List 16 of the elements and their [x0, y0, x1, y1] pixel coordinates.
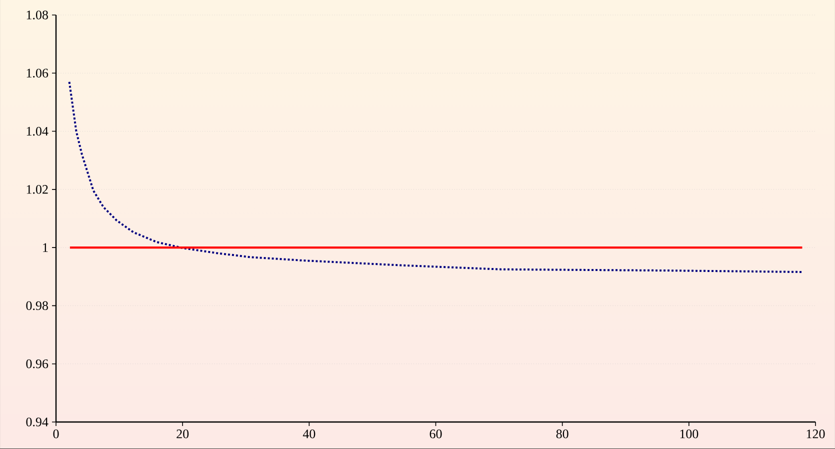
y-tick-label: 0.98	[26, 301, 48, 310]
x-tick-label: 60	[430, 430, 442, 438]
y-tick-label: 1.02	[26, 185, 48, 194]
x-tick-label: 40	[302, 430, 316, 438]
y-tick-label: 1	[43, 243, 48, 252]
y-tick-label: 1.06	[26, 68, 48, 78]
x-tick-label: 100	[680, 430, 698, 438]
y-tick-label: 1.08	[26, 10, 48, 20]
line-series	[68, 80, 803, 273]
y-tick-label: 1.04	[26, 126, 48, 136]
x-tick-label: 120	[806, 430, 825, 438]
x-tick-label: 0	[53, 430, 59, 438]
y-tick-label: 0.94	[26, 418, 48, 426]
x-tick-label: 20	[176, 430, 189, 438]
y-tick-label: 0.96	[26, 359, 48, 368]
x-tick-label: 80	[556, 430, 568, 438]
